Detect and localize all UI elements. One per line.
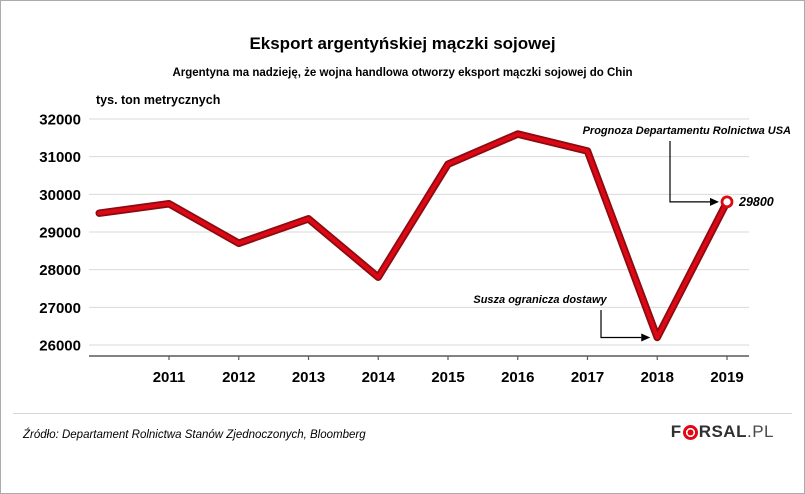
- logo-text-pl: .PL: [746, 422, 774, 441]
- forsal-logo: F RSAL .PL: [671, 422, 774, 442]
- x-tick-label: 2019: [710, 369, 743, 386]
- x-tick-label: 2014: [362, 369, 396, 386]
- annotation-drought-arrowhead: [641, 333, 651, 342]
- y-tick-label: 30000: [39, 187, 81, 204]
- y-tick-label: 27000: [39, 300, 81, 317]
- footer-divider: [13, 413, 792, 414]
- chart-title: Eksport argentyńskiej mączki sojowej: [249, 34, 556, 53]
- y-tick-label: 28000: [39, 262, 81, 279]
- annotation-forecast-arrowhead: [710, 197, 719, 206]
- chart-subtitle: Argentyna ma nadzieję, że wojna handlowa…: [172, 67, 633, 79]
- annotation-forecast-arrow: [669, 141, 710, 203]
- source-note: Źródło: Departament Rolnictwa Stanów Zje…: [23, 429, 366, 441]
- x-tick-label: 2018: [641, 369, 674, 386]
- logo-text-f: F: [670, 422, 682, 441]
- annotation-drought: Susza ogranicza dostawy: [473, 294, 607, 306]
- y-axis-unit-label: tys. ton metrycznych: [96, 93, 221, 107]
- y-tick-label: 31000: [39, 149, 81, 166]
- logo-o-circle-icon: [682, 424, 698, 440]
- forecast-point-marker: [720, 195, 734, 209]
- x-tick-label: 2013: [292, 369, 325, 386]
- annotation-drought-arrow: [600, 310, 642, 339]
- y-tick-label: 29000: [39, 225, 81, 242]
- logo-text-rsal: RSAL: [698, 422, 747, 441]
- x-tick-label: 2011: [153, 369, 186, 386]
- x-tick-label: 2015: [431, 369, 464, 386]
- x-tick-label: 2016: [501, 369, 534, 386]
- y-tick-label: 32000: [39, 112, 81, 129]
- series-line: [97, 132, 729, 340]
- y-tick-label: 26000: [39, 338, 81, 355]
- annotation-forecast: Prognoza Departamentu Rolnictwa USA: [583, 125, 791, 137]
- x-tick-label: 2012: [222, 369, 255, 386]
- end-value-label: 29800: [738, 195, 774, 209]
- x-tick-label: 2017: [571, 369, 604, 386]
